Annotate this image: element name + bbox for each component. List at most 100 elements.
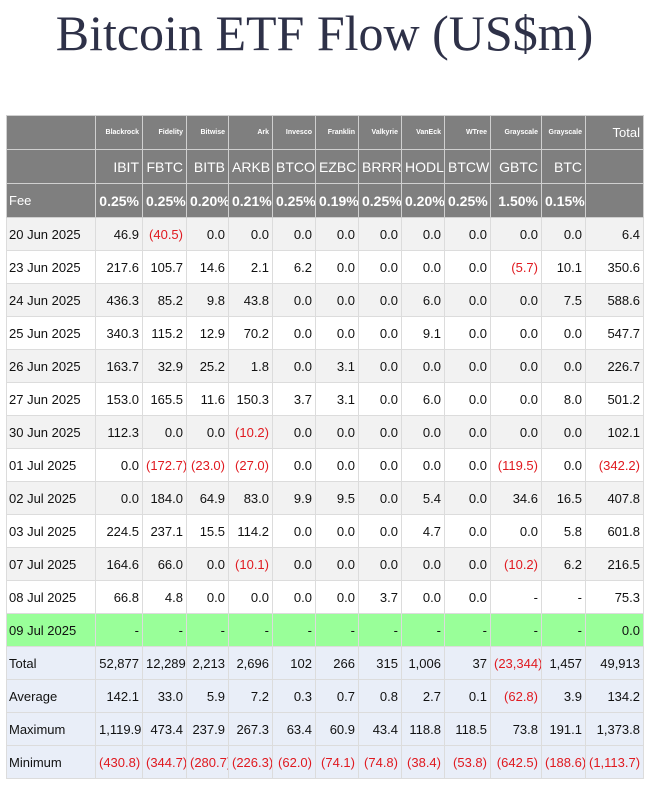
issuer: Blackrock [95,115,143,150]
ticker: BRRR [358,149,402,184]
flow-value: (10.2) [490,547,542,581]
flow-value: 0.0 [272,316,316,350]
date: 01 Jul 2025 [6,448,96,482]
fee-value: 1.50% [490,183,542,218]
flow-value: - [186,613,229,647]
issuer: Valkyrie [358,115,402,150]
flow-value: 0.0 [541,448,586,482]
flow-value: 501.2 [585,382,644,416]
flow-value: 3.7 [272,382,316,416]
summary-value: 1,373.8 [585,712,644,746]
date: 26 Jun 2025 [6,349,96,383]
date: 24 Jun 2025 [6,283,96,317]
flow-value: 5.8 [541,514,586,548]
flow-value: - [95,613,143,647]
issuer: Franklin [315,115,359,150]
flow-value: 6.4 [585,217,644,251]
flow-value: 0.0 [272,415,316,449]
flow-value: 0.0 [315,514,359,548]
flow-value: 0.0 [186,547,229,581]
flow-value: 0.0 [444,217,491,251]
flow-value: 0.0 [95,481,143,515]
summary-value: 0.8 [358,679,402,713]
flow-value: 9.1 [401,316,445,350]
empty-cell [6,115,96,150]
date: 03 Jul 2025 [6,514,96,548]
flow-value: 226.7 [585,349,644,383]
summary-value: 473.4 [142,712,187,746]
fee-value: 0.25% [444,183,491,218]
summary-value: 52,877 [95,646,143,680]
flow-value: 0.0 [358,448,402,482]
flow-value: 16.5 [541,481,586,515]
flow-value: 217.6 [95,250,143,284]
flow-value: 0.0 [541,217,586,251]
flow-value: 0.0 [444,580,491,614]
flow-value: 0.0 [228,580,273,614]
flow-value: 34.6 [490,481,542,515]
flow-value: 0.0 [490,415,542,449]
flow-value: 184.0 [142,481,187,515]
ticker: BITB [186,149,229,184]
daily-row: 23 Jun 2025 217.6 105.7 14.6 2.1 6.2 0.0 0.0 0.0… [6,250,644,284]
flow-value: 0.0 [490,382,542,416]
daily-row: 30 Jun 2025 112.3 0.0 0.0 (10.2) 0.0 0.0 0.0 0.0… [6,415,644,449]
flow-value: 0.0 [490,514,542,548]
flow-value: 0.0 [541,415,586,449]
date: 30 Jun 2025 [6,415,96,449]
flow-value: 46.9 [95,217,143,251]
summary-value: (430.8) [95,745,143,779]
ticker: EZBC [315,149,359,184]
ticker: BTC [541,149,586,184]
flow-value: 0.0 [142,415,187,449]
flow-value: 0.0 [444,250,491,284]
ticker-row: IBIT FBTC BITB ARKB BTCO EZBC BRRR HODL BTCW GBTC… [6,149,644,184]
flow-value: 0.0 [272,547,316,581]
flow-value: 0.0 [358,250,402,284]
flow-value: 588.6 [585,283,644,317]
flow-value: 9.9 [272,481,316,515]
flow-value: 0.0 [444,415,491,449]
flow-value: 350.6 [585,250,644,284]
issuer: Grayscale [541,115,586,150]
daily-row: 27 Jun 2025 153.0 165.5 11.6 150.3 3.7 3.1 0.0 6… [6,382,644,416]
flow-value: 4.7 [401,514,445,548]
daily-row: 03 Jul 2025 224.5 237.1 15.5 114.2 0.0 0.0 0.0 4… [6,514,644,548]
flow-value: 83.0 [228,481,273,515]
issuer: Ark [228,115,273,150]
row-label: Average [6,679,96,713]
ticker: HODL [401,149,445,184]
flow-value: (342.2) [585,448,644,482]
flow-value: - [444,613,491,647]
date: 08 Jul 2025 [6,580,96,614]
flow-value: 0.0 [315,250,359,284]
flow-value: 3.1 [315,349,359,383]
flow-value: 6.2 [541,547,586,581]
flow-value: 150.3 [228,382,273,416]
flow-value: 0.0 [315,316,359,350]
fee-row: Fee 0.25% 0.25% 0.20% 0.21% 0.25% 0.19% 0.25% 0.… [6,183,644,218]
flow-value: (172.7) [142,448,187,482]
flow-value: 0.0 [444,481,491,515]
flow-value: 0.0 [490,217,542,251]
flow-value: 0.0 [490,283,542,317]
flow-value: 0.0 [186,580,229,614]
summary-row: Minimum (430.8) (344.7) (280.7) (226.3) (62.0… [6,745,644,779]
fee-value: 0.19% [315,183,359,218]
flow-value: 0.0 [228,217,273,251]
summary-value: (62.8) [490,679,542,713]
flow-value: 85.2 [142,283,187,317]
summary-value: (642.5) [490,745,542,779]
summary-value: 12,289 [142,646,187,680]
summary-value: 2,696 [228,646,273,680]
flow-value: 601.8 [585,514,644,548]
flow-value: - [358,613,402,647]
summary-rows: Total 52,877 12,289 2,213 2,696 102 266 315 1,00… [6,646,644,779]
flow-value: 0.0 [358,514,402,548]
summary-value: 1,006 [401,646,445,680]
summary-value: 33.0 [142,679,187,713]
summary-value: 2.7 [401,679,445,713]
flow-value: 0.0 [358,217,402,251]
flow-value: - [401,613,445,647]
flow-value: 0.0 [541,349,586,383]
